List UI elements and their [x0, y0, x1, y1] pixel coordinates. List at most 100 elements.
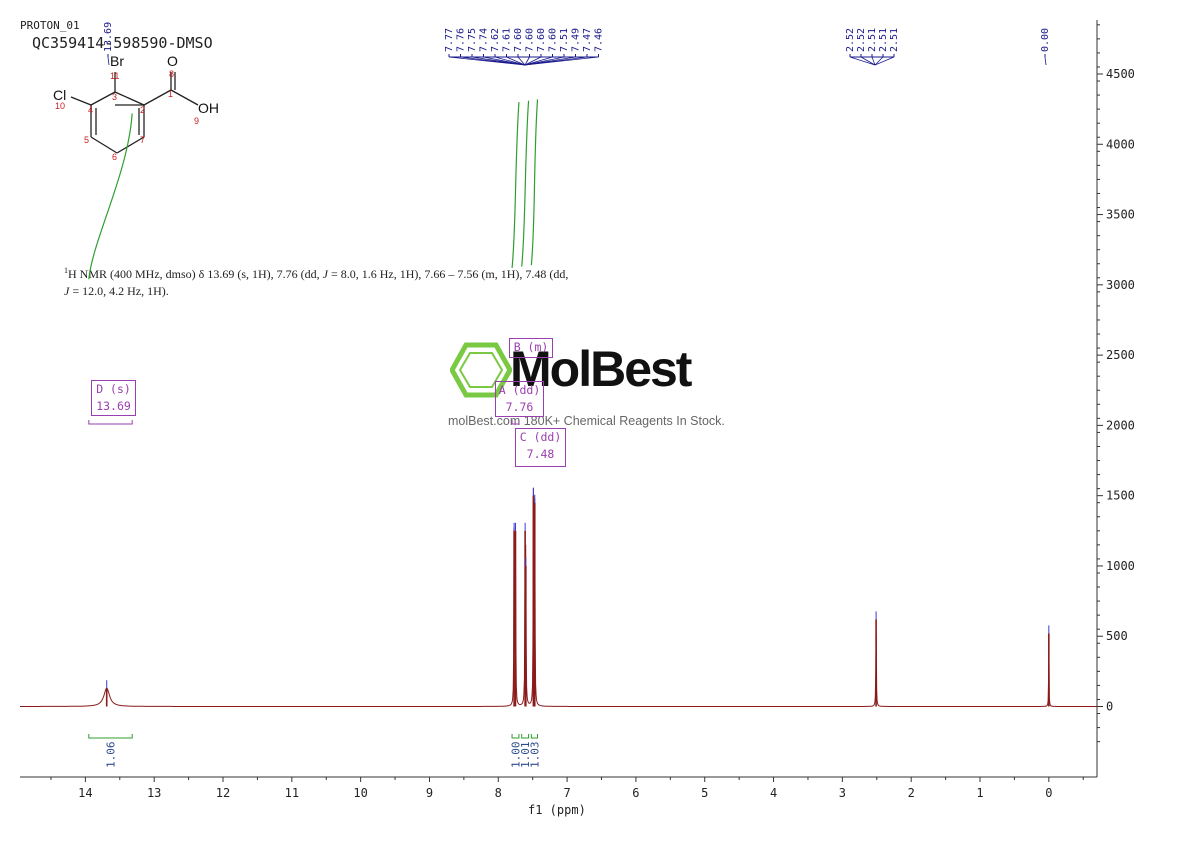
y-tick-label-6: 3000 — [1106, 278, 1135, 292]
x-tick-label-13: 1 — [976, 786, 983, 800]
peak-label-arom-label-10: 7.51 — [559, 28, 570, 52]
multiplet-d-label: D (s) — [96, 382, 131, 396]
y-tick-label-4: 2000 — [1106, 418, 1135, 432]
peak-label-arom-label-0: 7.77 — [444, 28, 455, 52]
bond-7-6 — [116, 136, 145, 154]
multiplet-d-box: D (s) 13.69 — [91, 380, 136, 416]
atom-number-3: 3 — [112, 92, 117, 102]
atom-number-7: 7 — [140, 135, 145, 145]
description-line1-pre: H NMR (400 MHz, dmso) δ 13.69 (s, 1H), 7… — [68, 267, 323, 281]
peak-label-dmso-fan-2 — [871, 56, 876, 66]
x-tick-label-4: 10 — [353, 786, 367, 800]
peak-label-arom-fan-8 — [524, 56, 542, 66]
experiment-name: PROTON_01 — [20, 19, 80, 32]
peak-label-tms-fan-0 — [1044, 56, 1047, 66]
atom-number-4: 4 — [88, 105, 93, 115]
y-tick-label-5: 2500 — [1106, 348, 1135, 362]
coupling-j-1: J — [322, 267, 328, 281]
atom-number-2: 2 — [140, 105, 145, 115]
peak-label-arom-fan-5 — [506, 56, 526, 66]
x-tick-label-6: 8 — [495, 786, 502, 800]
peak-label-arom-fan-13 — [524, 56, 599, 66]
integral-value-0: 1.06 — [104, 742, 117, 769]
atom-number-5: 5 — [84, 135, 89, 145]
x-tick-label-7: 7 — [563, 786, 570, 800]
atom-cl: Cl — [53, 87, 66, 103]
bond-2-1 — [143, 89, 172, 106]
x-tick-label-11: 3 — [839, 786, 846, 800]
multiplet-c-box: C (dd) 7.48 — [515, 428, 566, 467]
integral-bracket-0 — [88, 734, 133, 739]
peak-label-arom-label-2: 7.75 — [467, 28, 478, 52]
bond-4-cl — [70, 96, 92, 106]
y-tick-label-9: 4500 — [1106, 67, 1135, 81]
peak-label-arom-label-7: 7.60 — [525, 28, 536, 52]
spectrum-trace — [20, 487, 1097, 707]
x-tick-label-9: 5 — [701, 786, 708, 800]
multiplet-a-box: A (dd) 7.76 — [495, 381, 544, 417]
multiplet-bracket-1 — [511, 420, 520, 425]
multiplet-b-box: B (m) — [509, 338, 553, 358]
y-tick-label-8: 4000 — [1106, 137, 1135, 151]
multiplet-c-value: 7.48 — [526, 447, 555, 461]
atom-oh: OH — [198, 100, 219, 116]
x-tick-label-5: 9 — [426, 786, 433, 800]
x-tick-label-0: 14 — [78, 786, 92, 800]
bond-1-oh — [170, 89, 199, 106]
peak-label-d-fan-0 — [107, 56, 110, 66]
peak-label-dmso-label-4: 2.51 — [889, 28, 900, 52]
sample-name: QC359414-598590-DMSO — [32, 34, 213, 52]
coupling-j-2: J — [64, 284, 70, 298]
peak-label-d-label-0: 13.69 — [103, 22, 114, 52]
atom-number-9: 9 — [194, 116, 199, 126]
multiplet-c-label: C (dd) — [519, 430, 562, 444]
multiplet-bracket-0 — [88, 420, 133, 425]
atom-o: O — [167, 53, 178, 69]
atom-number-10: 10 — [55, 101, 65, 111]
description-line1-mid: = 8.0, 1.6 Hz, 1H), 7.66 – 7.56 (m, 1H),… — [327, 267, 569, 281]
atom-number-1: 1 — [168, 89, 173, 99]
x-axis-label: f1 (ppm) — [528, 803, 586, 817]
peak-label-arom-fan-6 — [517, 56, 526, 66]
peak-label-arom-label-11: 7.49 — [571, 28, 582, 52]
integral-curve-0 — [88, 113, 133, 280]
x-tick-label-8: 6 — [632, 786, 639, 800]
peak-label-arom-fan-7 — [524, 56, 530, 66]
peak-label-arom-label-4: 7.62 — [490, 28, 501, 52]
y-tick-label-1: 500 — [1106, 629, 1128, 643]
multiplet-a-value: 7.76 — [505, 400, 534, 414]
integral-bracket-3 — [530, 734, 539, 739]
peak-label-arom-label-5: 7.61 — [502, 28, 513, 52]
atom-br: Br — [110, 53, 124, 69]
peak-label-arom-fan-3 — [483, 56, 526, 66]
peak-label-dmso-label-2: 2.51 — [867, 28, 878, 52]
peak-label-arom-label-1: 7.76 — [456, 28, 467, 52]
integral-curve-1 — [511, 102, 520, 269]
peak-label-arom-label-12: 7.47 — [582, 28, 593, 52]
y-tick-label-3: 1500 — [1106, 489, 1135, 503]
peak-label-arom-label-13: 7.46 — [594, 28, 605, 52]
peak-label-dmso-fan-0 — [849, 56, 876, 66]
bond-4-3 — [90, 91, 116, 106]
x-tick-label-12: 2 — [908, 786, 915, 800]
peak-label-dmso-label-3: 2.51 — [878, 28, 889, 52]
peak-label-dmso-label-1: 2.52 — [856, 28, 867, 52]
x-tick-label-2: 12 — [216, 786, 230, 800]
peak-label-arom-label-6: 7.60 — [513, 28, 524, 52]
peak-label-dmso-fan-3 — [874, 56, 884, 66]
peak-label-arom-fan-4 — [494, 56, 526, 66]
integral-curve-3 — [530, 99, 539, 266]
peak-label-arom-label-3: 7.74 — [479, 28, 490, 52]
multiplet-b-label: B (m) — [513, 340, 549, 354]
x-tick-label-14: 0 — [1045, 786, 1052, 800]
peak-label-dmso-label-0: 2.52 — [845, 28, 856, 52]
multiplet-a-label: A (dd) — [498, 383, 541, 397]
x-tick-label-3: 11 — [285, 786, 299, 800]
atom-number-8: 8 — [169, 69, 174, 79]
integral-value-3: 1.03 — [528, 742, 541, 769]
superscript-one: 1 — [64, 266, 68, 275]
peak-label-arom-label-9: 7.60 — [548, 28, 559, 52]
atom-number-11: 11 — [110, 71, 119, 81]
y-tick-label-7: 3500 — [1106, 208, 1135, 222]
